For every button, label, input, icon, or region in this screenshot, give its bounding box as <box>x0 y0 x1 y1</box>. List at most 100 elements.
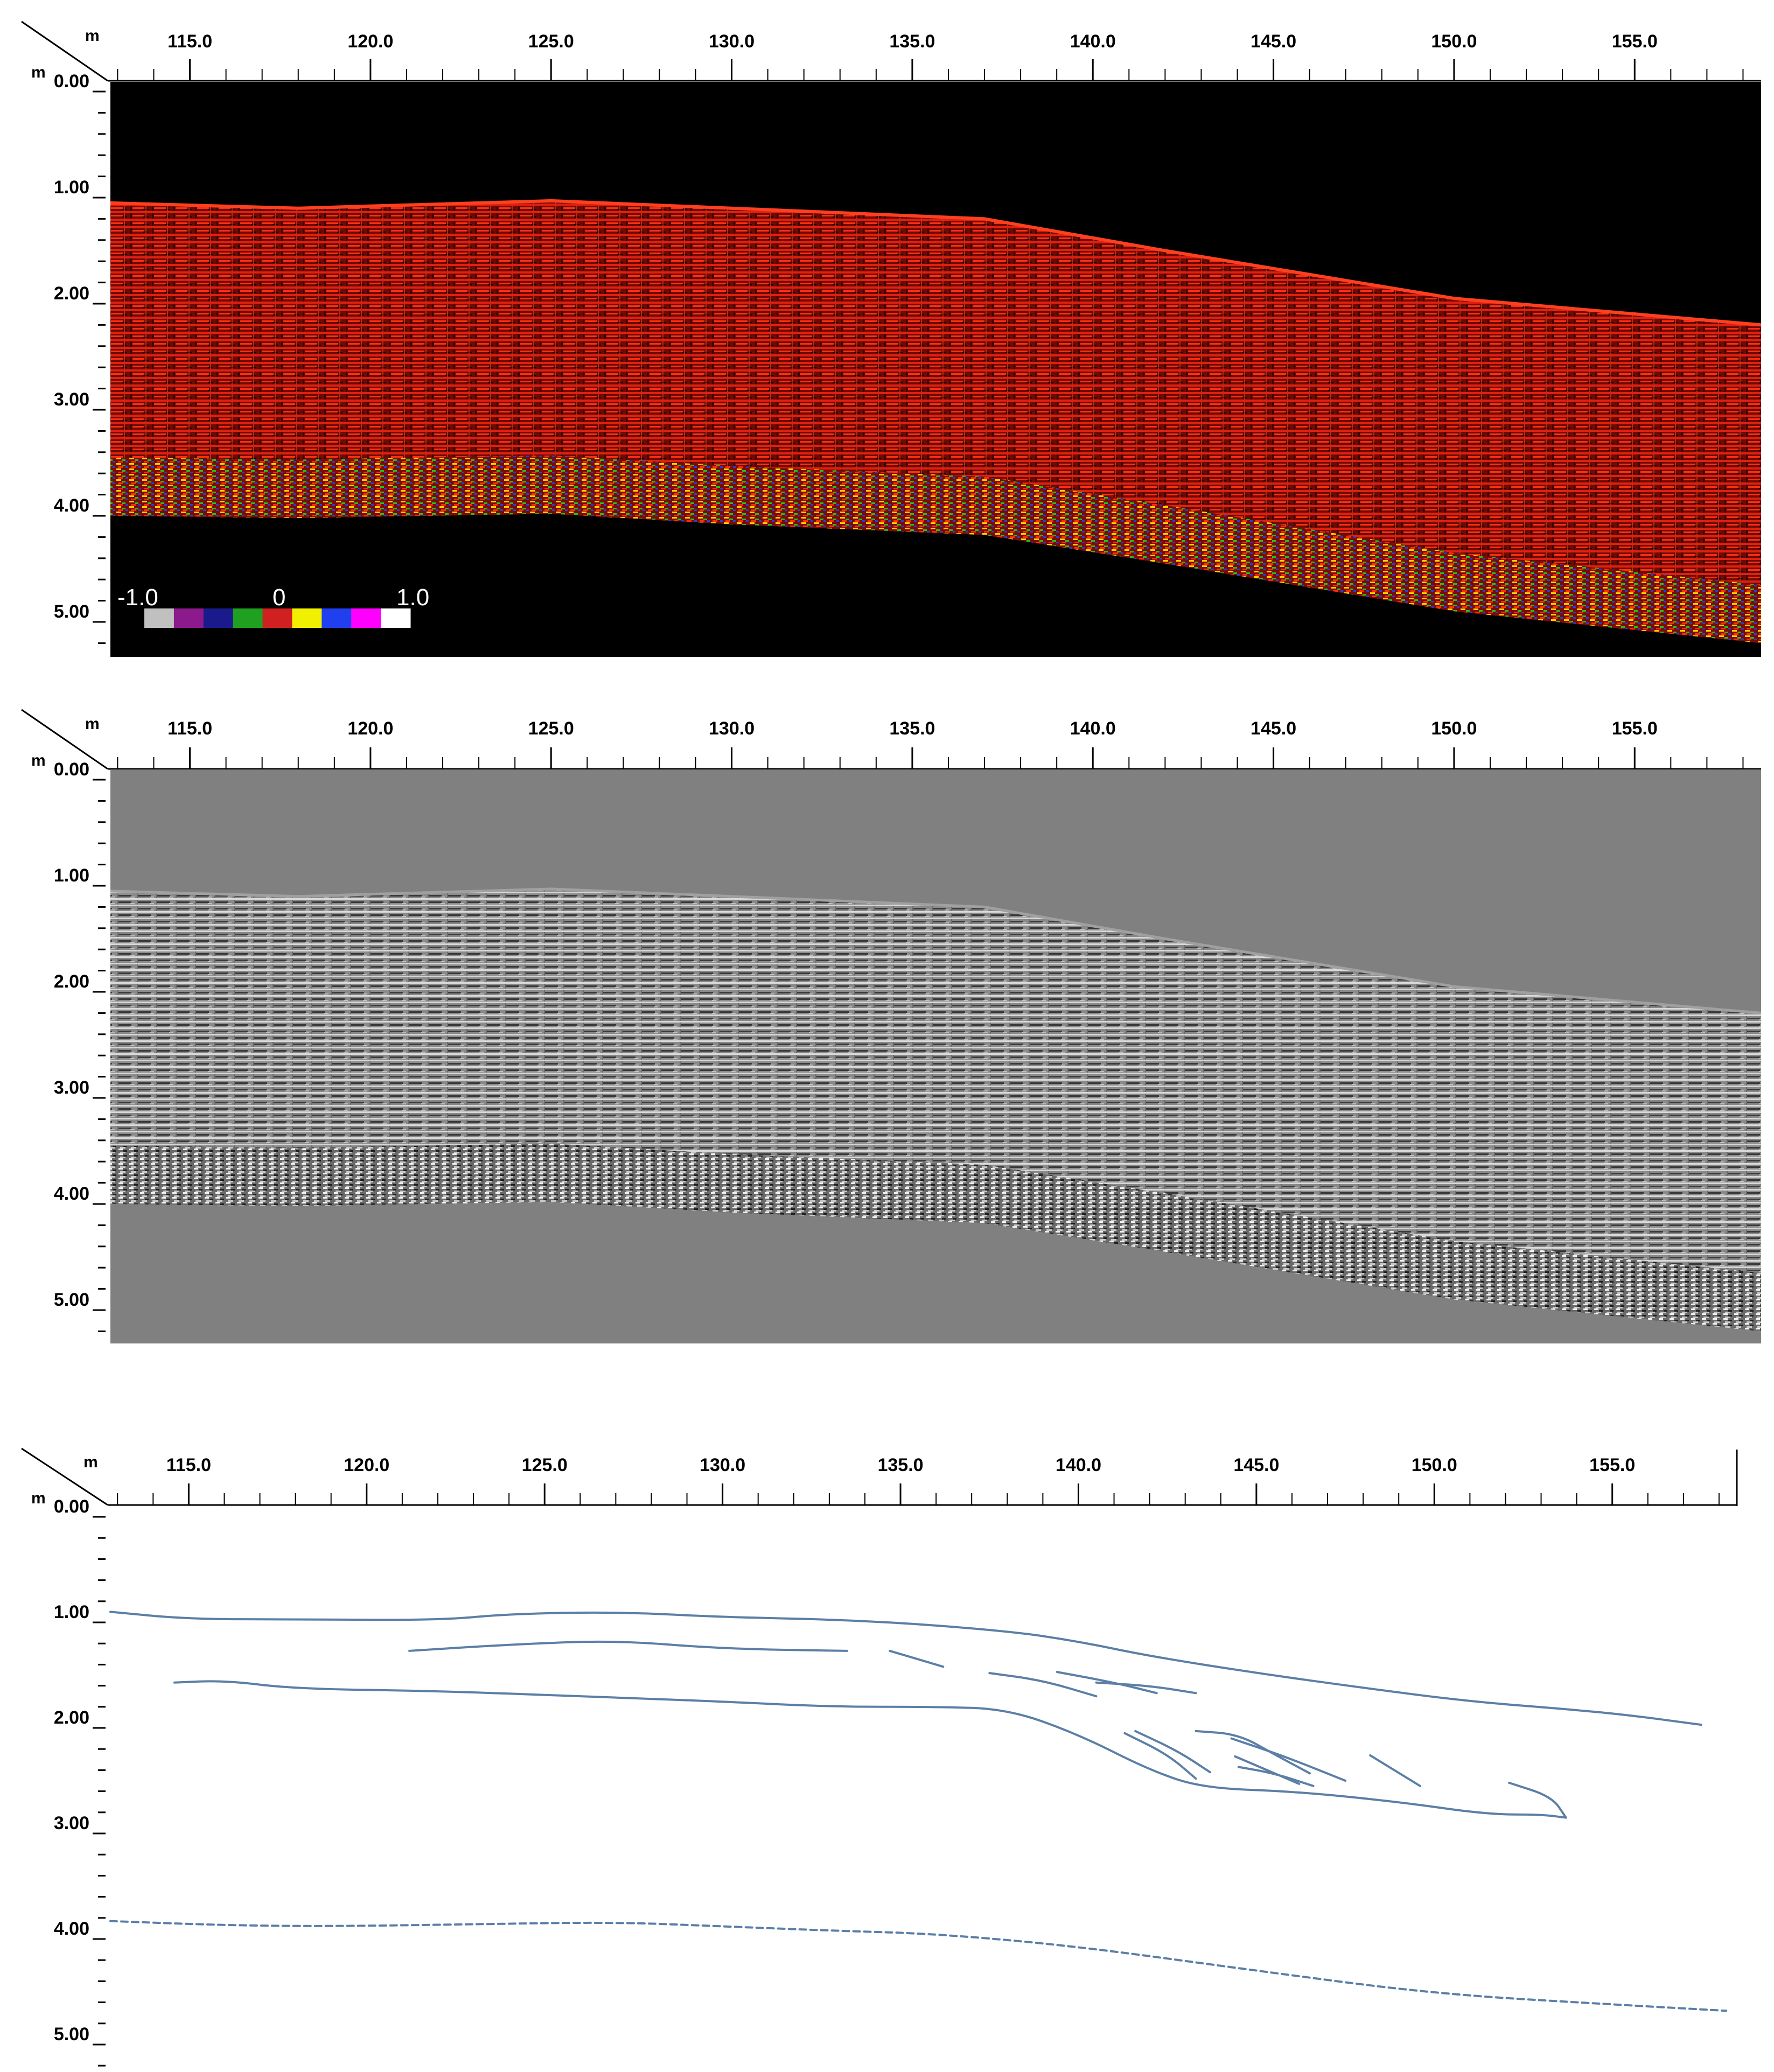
y-axis: 0.00 1.00 2.00 3.00 4.00 5.00 <box>54 759 106 1332</box>
reflector-line <box>1134 1730 1211 1774</box>
y-tick-label: 3.00 <box>54 389 89 410</box>
y-axis-unit-label: m <box>31 64 46 81</box>
y-axis-unit-label: m <box>31 752 46 769</box>
x-tick-label: 145.0 <box>1251 718 1296 739</box>
corner-diagonal <box>21 709 108 770</box>
x-tick-label: 125.0 <box>522 1455 568 1475</box>
x-tick-label: 125.0 <box>528 31 574 52</box>
reflector-line <box>1234 1755 1301 1785</box>
radargram-body <box>110 888 1761 1332</box>
x-axis: 115.0 120.0 125.0 130.0 135.0 140.0 145.0 150.0… <box>108 718 1761 770</box>
radargram-surface-reflection <box>110 887 1762 1014</box>
x-tick-label: 155.0 <box>1612 718 1658 739</box>
x-tick-label: 130.0 <box>709 718 755 739</box>
y-tick-label: 2.00 <box>54 1707 89 1728</box>
color-scale-swatch <box>262 608 292 628</box>
y-tick-label: 1.00 <box>54 1602 89 1622</box>
x-tick-label: 150.0 <box>1431 31 1477 52</box>
color-scale-mid-label: 0 <box>273 584 285 611</box>
x-tick-label: 130.0 <box>700 1455 745 1475</box>
corner-diagonal <box>21 1447 108 1506</box>
color-scale-swatch <box>144 608 174 628</box>
radargram-body <box>110 200 1761 643</box>
color-scale-swatches <box>144 608 411 628</box>
x-tick-label: 115.0 <box>166 1455 211 1475</box>
y-tick-label: 0.00 <box>54 1496 89 1517</box>
x-tick-label: 145.0 <box>1251 31 1296 52</box>
x-tick-label: 120.0 <box>344 1455 389 1475</box>
y-tick-label: 2.00 <box>54 283 89 304</box>
y-axis: 0.00 1.00 2.00 3.00 4.00 5.00 <box>54 71 106 644</box>
color-scale: -1.0 0 1.0 <box>117 584 429 628</box>
x-axis-unit-label: m <box>85 715 100 733</box>
color-scale-swatch <box>381 608 411 628</box>
x-tick-label: 135.0 <box>877 1455 923 1475</box>
x-tick-label: 135.0 <box>889 718 935 739</box>
x-tick-label: 155.0 <box>1589 1455 1635 1475</box>
reflector-line <box>889 1649 945 1668</box>
x-tick-label: 115.0 <box>167 31 212 52</box>
reflector-line <box>1508 1781 1567 1819</box>
color-scale-swatch <box>322 608 352 628</box>
y-tick-label: 0.00 <box>54 759 89 780</box>
x-tick-label: 155.0 <box>1612 31 1658 52</box>
x-axis-unit-label: m <box>85 27 100 45</box>
y-tick-label: 3.00 <box>54 1813 89 1833</box>
reflector-line <box>1095 1681 1197 1695</box>
reflector-line <box>408 1640 848 1652</box>
reflector-line <box>1230 1737 1347 1782</box>
interpretation-panel: m m 115.0 120.0 125.0 130.0 135.0 140.0 145.0 1… <box>21 1447 1738 2067</box>
color-scale-swatch <box>351 608 381 628</box>
x-tick-label: 150.0 <box>1412 1455 1457 1475</box>
x-tick-label: 140.0 <box>1070 31 1116 52</box>
x-tick-label: 135.0 <box>889 31 935 52</box>
radargram-deep-noise <box>110 455 1761 643</box>
color-scale-swatch <box>203 608 234 628</box>
x-tick-label: 130.0 <box>709 31 755 52</box>
y-tick-label: 4.00 <box>54 1184 89 1204</box>
x-axis: 115.0 120.0 125.0 130.0 135.0 140.0 145.0 150.0… <box>108 1455 1737 1506</box>
reflector-line <box>988 1672 1098 1698</box>
reflector-line <box>1369 1754 1421 1787</box>
color-scale-max-label: 1.0 <box>396 584 429 611</box>
x-axis: 115.0 120.0 125.0 130.0 135.0 140.0 145.0 150.0… <box>108 31 1761 82</box>
y-tick-label: 1.00 <box>54 177 89 198</box>
amplitude-radargram-panel: m m 115.0 120.0 125.0 130.0 135.0 140.0 145.0 1… <box>21 20 1762 657</box>
color-scale-swatch <box>233 608 263 628</box>
corner-diagonal <box>21 20 108 82</box>
reflector-line <box>1056 1671 1158 1695</box>
x-tick-label: 145.0 <box>1233 1455 1279 1475</box>
x-tick-label: 125.0 <box>528 718 574 739</box>
reflector-line <box>109 1611 1702 1726</box>
reflector-line <box>1123 1732 1197 1780</box>
y-tick-label: 2.00 <box>54 971 89 992</box>
x-tick-label: 120.0 <box>347 31 393 52</box>
x-tick-label: 115.0 <box>167 718 212 739</box>
x-tick-label: 140.0 <box>1070 718 1116 739</box>
y-tick-label: 1.00 <box>54 865 89 886</box>
y-tick-label: 0.00 <box>54 71 89 92</box>
radargram-surface-reflection <box>110 199 1762 327</box>
reflector-line <box>1195 1730 1311 1775</box>
x-tick-label: 120.0 <box>347 718 393 739</box>
y-tick-label: 5.00 <box>54 1290 89 1310</box>
reflector-line <box>173 1680 1567 1819</box>
y-tick-label: 4.00 <box>54 495 89 516</box>
y-tick-label: 5.00 <box>54 2024 89 2045</box>
y-tick-label: 3.00 <box>54 1077 89 1098</box>
x-tick-label: 150.0 <box>1431 718 1477 739</box>
y-axis-unit-label: m <box>31 1489 46 1507</box>
color-scale-min-label: -1.0 <box>117 584 158 611</box>
dashed-base-line <box>109 1920 1728 2012</box>
x-tick-label: 140.0 <box>1056 1455 1101 1475</box>
color-scale-swatch <box>173 608 204 628</box>
x-axis-unit-label: m <box>83 1453 98 1471</box>
color-scale-swatch <box>292 608 322 628</box>
y-tick-label: 4.00 <box>54 1919 89 1939</box>
y-axis: 0.00 1.00 2.00 3.00 4.00 5.00 <box>54 1496 106 2067</box>
reflector-line <box>1237 1766 1315 1787</box>
grayscale-radargram-panel: m m 115.0 120.0 125.0 130.0 135.0 140.0 145.0 1… <box>21 709 1762 1343</box>
y-tick-label: 5.00 <box>54 601 89 622</box>
radargram-deep-noise <box>110 1143 1761 1332</box>
